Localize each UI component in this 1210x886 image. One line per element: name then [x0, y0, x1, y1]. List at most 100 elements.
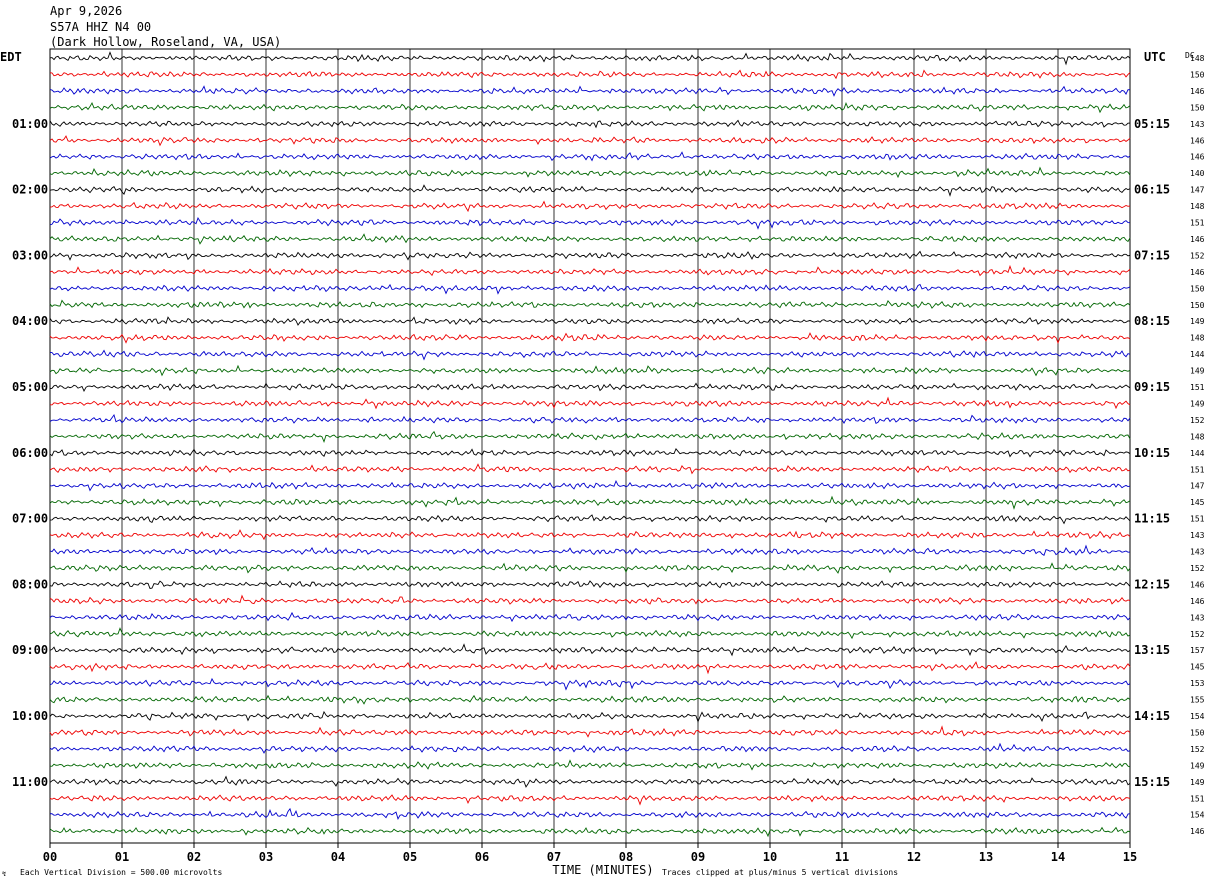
trace-row	[49, 382, 1131, 392]
trace-row	[49, 794, 1131, 806]
edt-label: EDT	[0, 50, 22, 64]
left-hour-labels: 01:00 02:00 03:00 04:00 05:00 06:00 07:00 08:00…	[12, 117, 48, 789]
dc-offset: 152	[1190, 416, 1205, 425]
dc-offset: 148	[1190, 202, 1205, 211]
dc-offset: 151	[1190, 794, 1205, 803]
dc-offset: 146	[1190, 580, 1205, 589]
trace-row	[49, 364, 1131, 377]
trace-row	[49, 166, 1131, 179]
x-tick-label: 12	[907, 850, 921, 864]
trace-row	[49, 495, 1131, 510]
dc-offset: 152	[1190, 745, 1205, 754]
utc-hour-label: 12:15	[1134, 577, 1170, 591]
x-tick-label: 02	[187, 850, 201, 864]
trace-row	[49, 807, 1131, 820]
x-tick-label: 06	[475, 850, 489, 864]
trace-row	[49, 627, 1131, 640]
trace-row	[49, 826, 1131, 838]
dc-offset: 151	[1190, 219, 1205, 228]
utc-hour-label: 14:15	[1134, 709, 1170, 723]
dc-offset: 146	[1190, 136, 1205, 145]
trace-row	[49, 119, 1131, 129]
trace-row	[49, 264, 1131, 277]
dc-offset: 152	[1190, 564, 1205, 573]
dc-offset: 151	[1190, 465, 1205, 474]
edt-hour-label: 07:00	[12, 512, 48, 526]
trace-row	[49, 580, 1131, 589]
dc-offset: 149	[1190, 778, 1205, 787]
dc-offset: 146	[1190, 827, 1205, 836]
dc-offset: 157	[1190, 646, 1205, 655]
trace-row	[49, 102, 1131, 114]
trace-row	[49, 677, 1131, 691]
x-tick-label: 00	[43, 850, 57, 864]
trace-row	[49, 611, 1131, 623]
header-date: Apr 9,2026	[50, 4, 122, 18]
trace-row	[49, 332, 1131, 345]
dc-offset: 143	[1190, 120, 1205, 129]
trace-row	[49, 250, 1131, 261]
trace-row	[49, 463, 1131, 475]
x-axis-title: TIME (MINUTES)	[552, 863, 653, 877]
trace-row	[49, 233, 1131, 245]
trace-row	[49, 447, 1131, 458]
utc-hour-label: 11:15	[1134, 512, 1170, 526]
utc-hour-label: 06:15	[1134, 183, 1170, 197]
trace-row	[49, 529, 1131, 541]
edt-hour-label: 06:00	[12, 446, 48, 460]
utc-label: UTC	[1144, 50, 1166, 64]
trace-row	[49, 430, 1131, 443]
x-tick-label: 03	[259, 850, 273, 864]
utc-hour-label: 08:15	[1134, 314, 1170, 328]
trace-row	[49, 283, 1131, 295]
trace-row	[49, 514, 1131, 525]
dc-offset: 149	[1190, 399, 1205, 408]
edt-hour-label: 09:00	[12, 643, 48, 657]
x-tick-label: 07	[547, 850, 561, 864]
dc-offset: 151	[1190, 383, 1205, 392]
grid	[49, 48, 1131, 844]
trace-row	[49, 85, 1130, 97]
x-tick-label: 01	[115, 850, 129, 864]
dc-offset: 144	[1190, 449, 1205, 458]
dc-offset: 148	[1190, 54, 1205, 63]
edt-hour-label: 10:00	[12, 709, 48, 723]
x-tick-label: 10	[763, 850, 777, 864]
edt-hour-label: 01:00	[12, 117, 48, 131]
x-tick-label: 14	[1051, 850, 1065, 864]
dc-offset: 147	[1190, 482, 1205, 491]
x-tick-labels: 00 01 02 03 04 05 06 07 08 09 10 11 12 13 14 15	[43, 843, 1137, 864]
edt-hour-label: 02:00	[12, 183, 48, 197]
trace-row	[49, 135, 1131, 147]
edt-hour-label: 03:00	[12, 248, 48, 262]
utc-hour-label: 10:15	[1134, 446, 1170, 460]
trace-row	[49, 316, 1131, 326]
trace-row	[49, 479, 1131, 492]
header-station: S57A HHZ N4 00	[50, 20, 151, 34]
trace-row	[49, 217, 1131, 230]
dc-offset: 152	[1190, 630, 1205, 639]
dc-offset: 143	[1190, 531, 1205, 540]
trace-row	[49, 694, 1131, 705]
dc-offset: 148	[1190, 334, 1205, 343]
dc-offset: 146	[1190, 153, 1205, 162]
trace-row	[49, 742, 1131, 754]
trace-row	[49, 200, 1131, 213]
dc-offset: 150	[1190, 70, 1205, 79]
x-tick-label: 05	[403, 850, 417, 864]
edt-hour-label: 11:00	[12, 775, 48, 789]
dc-offset: 140	[1190, 169, 1205, 178]
dc-offset: 150	[1190, 103, 1205, 112]
trace-row	[49, 349, 1131, 361]
x-tick-label: 15	[1123, 850, 1137, 864]
trace-row	[49, 661, 1131, 675]
dc-offset: 149	[1190, 367, 1205, 376]
dc-offset: 147	[1190, 186, 1205, 195]
dc-offset: 150	[1190, 284, 1205, 293]
dc-offset: 143	[1190, 548, 1205, 557]
utc-hour-label: 07:15	[1134, 248, 1170, 262]
dc-offset: 146	[1190, 268, 1205, 277]
dc-offset: 146	[1190, 235, 1205, 244]
trace-row	[49, 775, 1131, 788]
